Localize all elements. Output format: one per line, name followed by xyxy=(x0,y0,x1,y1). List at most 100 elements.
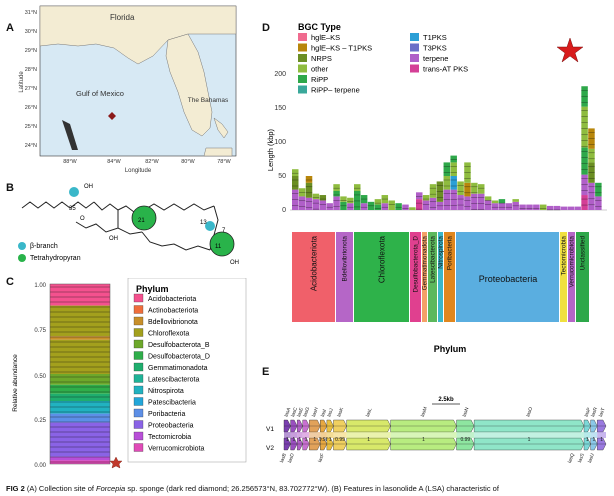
legend-swatch xyxy=(133,305,144,314)
homology-band xyxy=(584,432,591,438)
phylum-label: Proteobacteria xyxy=(479,274,538,284)
legend-swatch xyxy=(133,351,144,360)
abundance-segment xyxy=(50,384,110,394)
y-tick: 150 xyxy=(274,105,286,112)
legend-swatch xyxy=(133,431,144,441)
bgc-bar-segment xyxy=(422,200,430,210)
bgc-bar-segment xyxy=(443,176,451,190)
bgc-bar-segment xyxy=(416,192,423,200)
bgc-bar-segment xyxy=(491,203,499,210)
lon-tick: 84°W xyxy=(107,159,121,165)
legend-label: Poribacteria xyxy=(148,411,185,418)
phylum-strip xyxy=(438,232,443,322)
legend-swatch xyxy=(298,54,307,62)
phylum-label: Verrucomicrobiota xyxy=(569,236,576,288)
tetrahydropyran-ring-11 xyxy=(209,231,235,257)
map-xlabel: Longitude xyxy=(125,168,152,174)
row-label-v2: V2 xyxy=(266,445,274,452)
bgc-bar-segment xyxy=(305,182,313,198)
bgc-bar-segment xyxy=(319,195,327,201)
legend-swatch xyxy=(298,64,307,73)
abundance-segment xyxy=(50,422,110,457)
bgc-bar-segment xyxy=(595,182,602,197)
abundance-segment xyxy=(50,305,110,337)
panel-c-legend-title: Phylum xyxy=(136,284,169,294)
beta-branch-marker-13 xyxy=(205,221,215,231)
homology-band xyxy=(597,432,606,438)
y-tick: 0.00 xyxy=(34,463,46,469)
legend-swatch xyxy=(133,385,144,395)
legend-swatch xyxy=(133,362,144,372)
similarity-score: 1 xyxy=(305,437,308,443)
gene-label: lasF xyxy=(317,453,326,464)
similarity-score: 1 xyxy=(299,437,302,443)
legend-label: Desulfobacterota_B xyxy=(148,342,210,349)
legend-label: hglE–KS – T1PKS xyxy=(311,44,372,53)
atom-label: OH xyxy=(84,184,93,190)
y-tick: 0 xyxy=(282,207,286,214)
panel-b-structure: OH O OH OH 35 21 13 11 7 β-branch Tetrah… xyxy=(18,184,239,266)
legend-swatch xyxy=(133,339,144,349)
gene-label: lasT xyxy=(598,407,607,418)
legend-label: trans-AT PKS xyxy=(423,65,468,74)
panel-d-yticks: 200 150 100 50 0 xyxy=(274,71,286,214)
legend-label: RiPP– terpene xyxy=(311,86,360,95)
legend-label: Gemmatimonadota xyxy=(148,365,208,372)
legend-label: Chloroflexota xyxy=(148,331,189,338)
bgc-bar-segment xyxy=(354,190,361,210)
legend-label-tetrahydropyran: Tetrahydropyran xyxy=(30,255,81,262)
bgc-bar-segment xyxy=(498,203,506,210)
legend-swatch xyxy=(133,293,144,303)
homology-band xyxy=(390,432,457,438)
legend-label: Verrucomicrobiota xyxy=(148,446,205,453)
bgc-bar-segment xyxy=(581,86,588,107)
map-cuba xyxy=(203,147,233,157)
atom-label: O xyxy=(80,216,85,222)
bgc-bar-segment xyxy=(305,176,313,183)
lat-tick: 31°N xyxy=(25,10,37,16)
lat-tick-labels: 31°N 30°N 29°N 28°N 27°N 26°N 25°N 24°N xyxy=(25,10,37,149)
legend-swatch xyxy=(410,64,419,73)
bgc-bar-segment xyxy=(478,193,485,210)
lon-tick: 88°W xyxy=(63,159,77,165)
legend-swatch xyxy=(410,43,419,52)
atom-label: OH xyxy=(230,260,239,266)
legend-label: Bdellovibrionota xyxy=(148,319,198,326)
bgc-bar-segment xyxy=(374,204,382,210)
lat-tick: 27°N xyxy=(25,86,37,92)
caption-text: (A) Collection site of xyxy=(24,484,97,493)
legend-swatch xyxy=(410,54,419,62)
gene-label: lasS xyxy=(577,453,586,464)
caption-text-2: sp. sponge (dark red diamond; 26.256573°… xyxy=(125,484,499,493)
homology-band xyxy=(333,432,347,438)
phylum-label: Unclassified xyxy=(580,236,587,271)
bgc-bar-segment xyxy=(292,176,299,190)
bgc-bar-segment xyxy=(450,162,457,176)
phylum-strip xyxy=(292,232,335,322)
atom-number: 11 xyxy=(215,244,222,250)
panel-d-phylum-strips: Acidobacteriota Bdellovibrionota Chlorofle… xyxy=(292,232,589,322)
panel-d-legend-title: BGC Type xyxy=(298,22,341,32)
bgc-bar-segment xyxy=(347,203,354,210)
legend-swatch xyxy=(298,33,307,41)
abundance-segment xyxy=(50,393,110,401)
legend-label: T3PKS xyxy=(423,44,447,53)
bgc-bar-segment xyxy=(588,182,595,210)
bgc-bar-segment xyxy=(292,169,299,176)
phylum-label: Nitrospirota xyxy=(438,236,445,269)
bgc-bar-segment xyxy=(588,128,595,149)
panel-d-xlabel: Phylum xyxy=(434,344,467,354)
bgc-bar-segment xyxy=(450,189,457,210)
bgc-bar-segment xyxy=(305,197,313,210)
legend-swatch xyxy=(133,443,144,452)
phylum-label: Gemmatimonadota xyxy=(422,236,429,291)
bgc-bar-segment xyxy=(429,184,437,198)
legend-label: Proteobacteria xyxy=(148,423,194,430)
similarity-score: 1 xyxy=(586,437,589,443)
abundance-segment xyxy=(50,336,110,340)
panel-c-yticks: 1.00 0.75 0.50 0.25 0.00 xyxy=(34,283,46,469)
abundance-segment xyxy=(50,456,110,461)
bgc-bar-segment xyxy=(450,155,457,163)
bgc-bar-segment xyxy=(464,196,471,210)
bgc-bar-segment xyxy=(464,182,471,197)
